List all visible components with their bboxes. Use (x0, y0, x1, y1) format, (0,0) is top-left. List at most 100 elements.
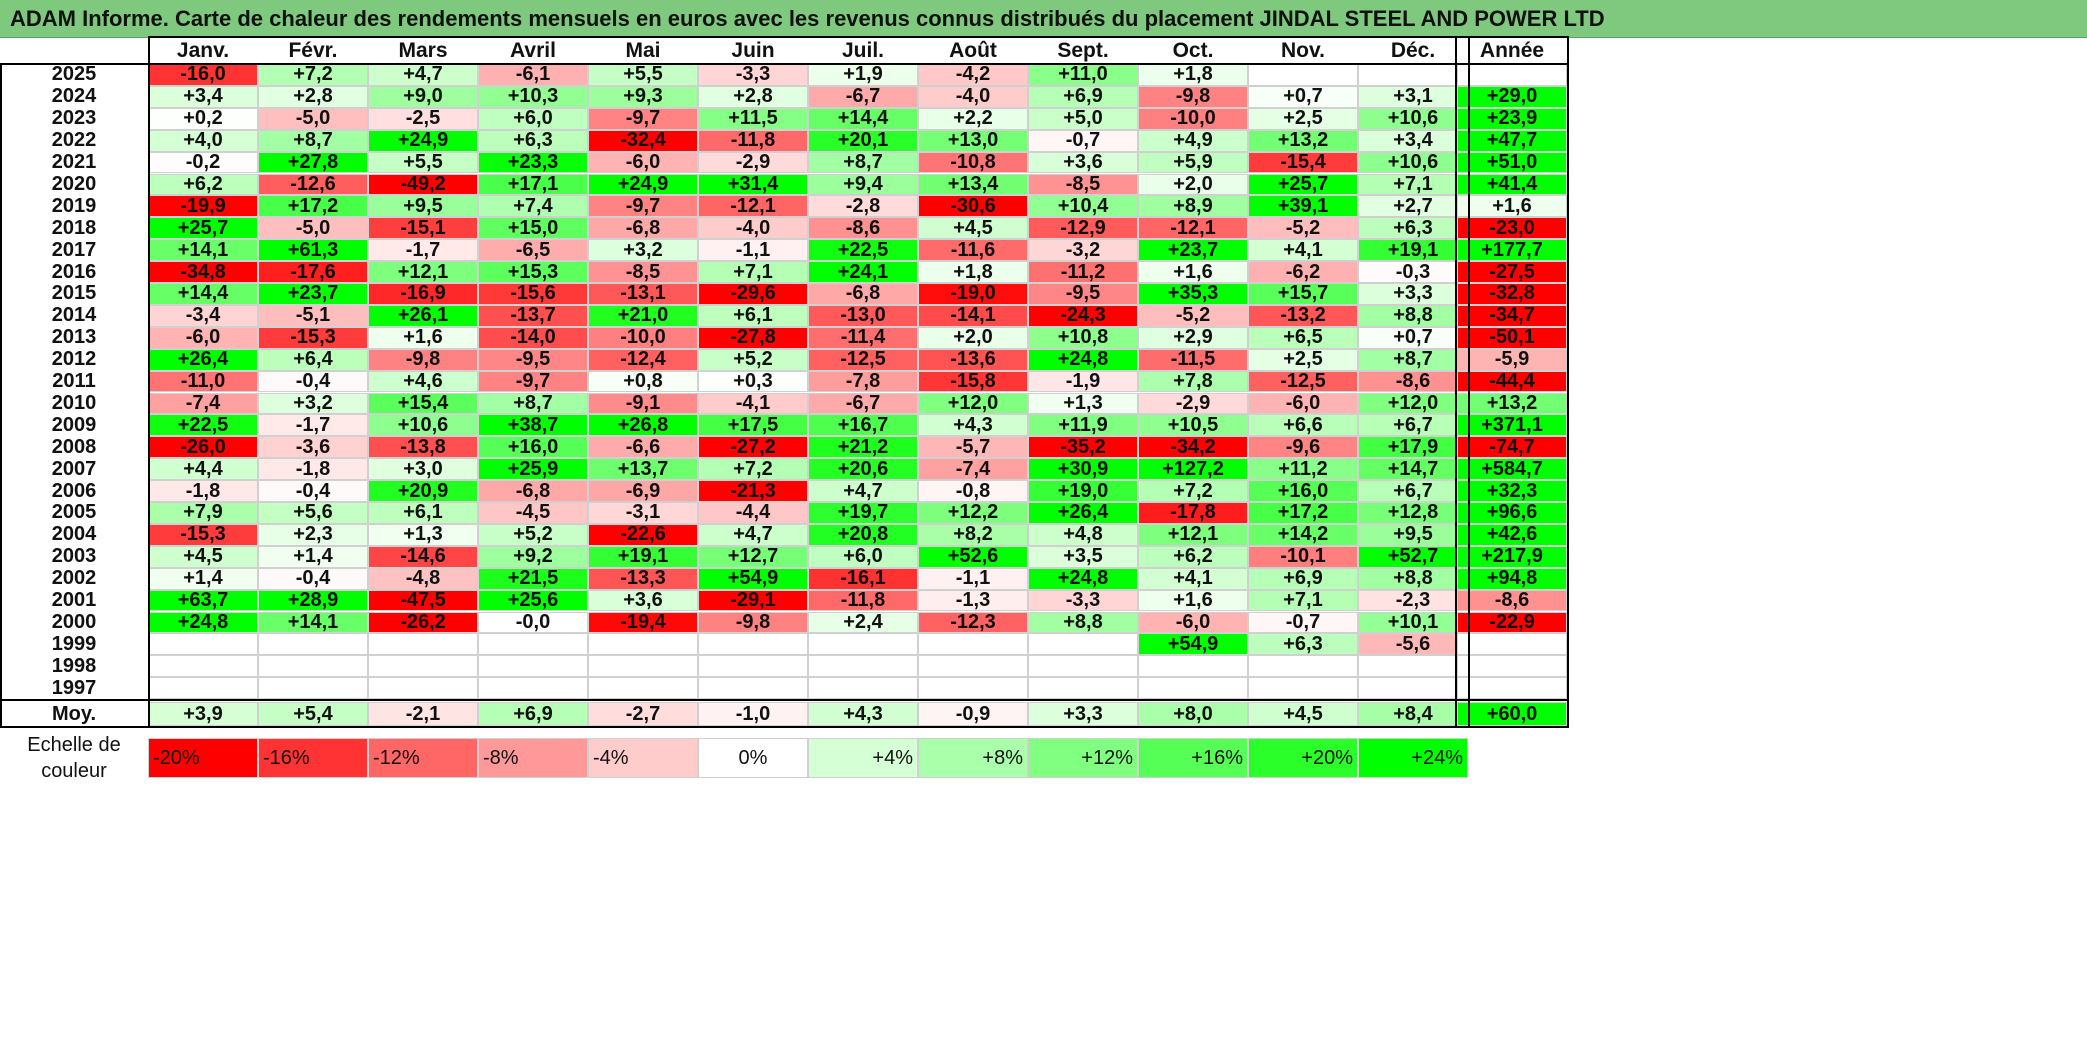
heatmap-cell: +3,3 (1358, 282, 1468, 305)
heatmap-cell: +12,0 (918, 392, 1028, 415)
heatmap-cell: -9,8 (368, 348, 478, 371)
heatmap-cell: +14,4 (148, 282, 258, 305)
heatmap-cell: +7,4 (478, 195, 588, 218)
heatmap-cell: +10,6 (1358, 107, 1468, 130)
heatmap-cell: -0,2 (148, 151, 258, 174)
heatmap-cell: +13,4 (918, 173, 1028, 196)
heatmap-cell: +4,5 (148, 545, 258, 568)
annual-cell: -74,7 (1457, 436, 1567, 459)
heatmap-cell: +12,1 (368, 261, 478, 283)
heatmap-cell: +26,4 (1028, 501, 1138, 524)
heatmap-cell: +19,1 (588, 545, 698, 568)
heatmap-cell: +2,5 (1248, 107, 1358, 130)
heatmap-cell: +3,6 (588, 589, 698, 612)
heatmap-cell: +22,5 (808, 239, 918, 262)
heatmap-cell: -6,9 (588, 480, 698, 502)
year-label: 2006 (51, 479, 97, 502)
heatmap-cell: +38,7 (478, 414, 588, 437)
heatmap-cell: +26,8 (588, 414, 698, 437)
average-annual-cell: +60,0 (1457, 702, 1567, 726)
annual-cell: +584,7 (1457, 458, 1567, 481)
annual-cell: +177,7 (1457, 239, 1567, 262)
heatmap-cell: +30,9 (1028, 458, 1138, 481)
month-header: Août (949, 39, 997, 62)
heatmap-cell (258, 655, 368, 678)
heatmap-cell: -9,8 (1138, 85, 1248, 108)
heatmap-cell: +19,7 (808, 501, 918, 524)
heatmap-cell: +7,1 (1358, 173, 1468, 196)
month-header: Déc. (1390, 39, 1436, 62)
heatmap-cell: +28,9 (258, 589, 368, 612)
average-label: Moy. (51, 702, 97, 725)
average-divider-annual (1455, 726, 1569, 728)
heatmap-cell: -15,8 (918, 370, 1028, 393)
annual-cell: -22,9 (1457, 611, 1567, 634)
heatmap-cell: -6,0 (148, 326, 258, 349)
heatmap-cell: +8,7 (258, 129, 368, 152)
year-label: 2018 (51, 216, 97, 239)
month-header: Avril (510, 39, 556, 62)
heatmap-cell: +4,1 (1248, 239, 1358, 262)
heatmap-cell: +1,4 (148, 567, 258, 590)
heatmap-cell: -1,1 (698, 239, 808, 262)
heatmap-cell: -27,8 (698, 326, 808, 349)
heatmap-cell: -8,6 (808, 217, 918, 240)
heatmap-cell: +25,7 (148, 217, 258, 240)
heatmap-cell: -6,7 (808, 392, 918, 415)
heatmap-cell: -11,5 (1138, 348, 1248, 371)
year-label: 2007 (51, 457, 97, 480)
heatmap-cell: +10,6 (368, 414, 478, 437)
heatmap-cell: +13,0 (918, 129, 1028, 152)
heatmap-cell: -3,2 (1028, 239, 1138, 262)
heatmap-cell: -49,2 (368, 173, 478, 196)
heatmap-cell: +7,1 (698, 261, 808, 283)
heatmap-cell: +3,4 (1358, 129, 1468, 152)
heatmap-cell: +7,2 (258, 63, 368, 86)
heatmap-cell (808, 655, 918, 678)
heatmap-cell: +2,0 (918, 326, 1028, 349)
heatmap-cell: +8,7 (808, 151, 918, 174)
heatmap-cell: -9,8 (698, 611, 808, 634)
heatmap-cell: -21,3 (698, 480, 808, 502)
heatmap-cell: +17,2 (1248, 501, 1358, 524)
heatmap-cell: -15,6 (478, 282, 588, 305)
heatmap-cell: -4,1 (698, 392, 808, 415)
month-header: Juil. (841, 39, 884, 62)
heatmap-cell: +17,1 (478, 173, 588, 196)
heatmap-cell: +1,3 (368, 523, 478, 546)
year-label: 2010 (51, 391, 97, 414)
heatmap-cell: -17,8 (1138, 501, 1248, 524)
heatmap-cell: +6,0 (808, 545, 918, 568)
heatmap-cell: +0,2 (148, 107, 258, 130)
heatmap-cell: +27,8 (258, 151, 368, 174)
heatmap-cell: +9,0 (368, 85, 478, 108)
heatmap-cell: +3,2 (588, 239, 698, 262)
annual-cell: +1,6 (1457, 195, 1567, 218)
heatmap-cell: -14,6 (368, 545, 478, 568)
heatmap-cell: +6,9 (1248, 567, 1358, 590)
heatmap-cell: -12,5 (1248, 370, 1358, 393)
average-divider (0, 726, 1470, 728)
average-divider (0, 699, 1470, 701)
heatmap-cell (698, 633, 808, 656)
heatmap-cell: -8,6 (1358, 370, 1468, 393)
average-cell: +8,0 (1138, 702, 1248, 726)
heatmap-cell: +8,8 (1028, 611, 1138, 634)
heatmap-cell: -19,9 (148, 195, 258, 218)
average-cell: +6,9 (478, 702, 588, 726)
heatmap-cell: +24,8 (1028, 348, 1138, 371)
heatmap-cell: +5,0 (1028, 107, 1138, 130)
heatmap-cell: +16,0 (478, 436, 588, 459)
heatmap-cell: -0,8 (918, 480, 1028, 502)
heatmap-cell: -1,9 (1028, 370, 1138, 393)
heatmap-cell: +14,4 (808, 107, 918, 130)
heatmap-cell: +127,2 (1138, 458, 1248, 481)
heatmap-cell: +8,8 (1358, 304, 1468, 327)
heatmap-cell: -10,0 (1138, 107, 1248, 130)
heatmap-cell: -11,0 (148, 370, 258, 393)
heatmap-cell: +21,0 (588, 304, 698, 327)
heatmap-cell: -5,0 (258, 217, 368, 240)
heatmap-cell: +15,3 (478, 261, 588, 283)
heatmap-cell: +4,5 (918, 217, 1028, 240)
heatmap-cell: +22,5 (148, 414, 258, 437)
